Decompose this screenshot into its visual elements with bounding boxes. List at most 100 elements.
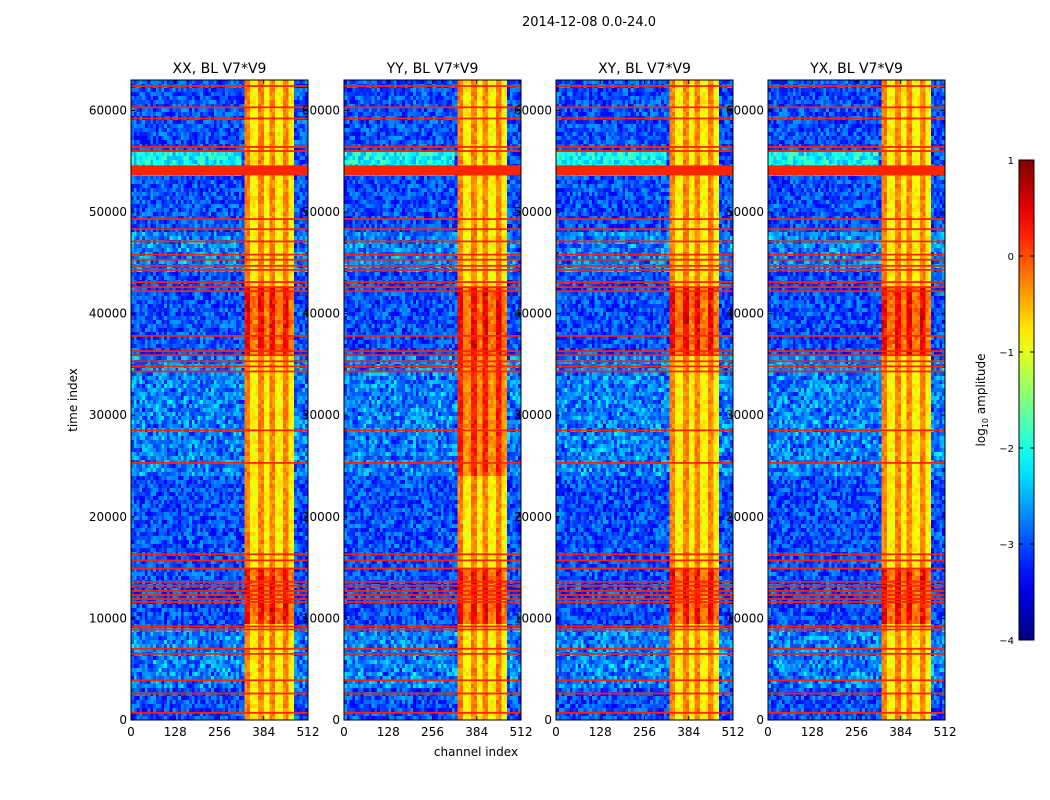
flagged-row [556,589,733,592]
heatmap-image [131,80,308,720]
flagged-row [768,350,945,353]
flagged-row [344,601,521,603]
flagged-row [556,628,733,631]
flagged-row [556,354,733,357]
panel-title: XY, BL V7*V9 [598,61,691,77]
flagged-row [556,106,733,109]
x-tick-label: 0 [340,725,348,739]
flagged-row [131,335,308,337]
flagged-row [131,253,308,256]
panel-title: XX, BL V7*V9 [173,61,267,77]
flagged-row [131,365,308,368]
panel-yx: YX, BL V7*V9 0 128 256 384 512 0 10000 20000 3000… [726,61,957,739]
flagged-row [344,281,521,283]
flagged-row [344,146,521,148]
flagged-row [556,647,733,650]
panel-title: YX, BL V7*V9 [809,61,903,77]
flagged-row [768,598,945,600]
flagged-row [344,652,521,655]
flagged-row [131,647,308,650]
flagged-row [768,150,945,152]
flagged-row [556,253,733,256]
flagged-row [131,692,308,695]
flagged-row [768,594,945,596]
panel-xx: XX, BL V7*V9 0 128 256 384 512 0 10000 20000 3000… [89,61,320,739]
flagged-row [131,370,308,373]
flagged-row [768,601,945,603]
y-tick-label: 50000 [302,205,340,219]
flagged-row [131,594,308,596]
flagged-row [768,647,945,650]
x-tick-label: 512 [934,725,957,739]
figure-suptitle: 2014-12-08 0.0-24.0 [522,15,656,30]
flagged-row [344,692,521,695]
flagged-row [556,652,733,655]
x-tick-label: 0 [764,725,772,739]
flagged-row [131,146,308,148]
flagged-row [344,461,521,464]
y-axis-label: time index [66,368,80,432]
flagged-row [556,429,733,432]
x-axis-label: channel index [434,745,518,759]
flagged-row [344,625,521,628]
flagged-row [556,692,733,695]
heatmap-image [344,80,521,720]
y-tick-label: 50000 [89,205,127,219]
x-tick-label: 512 [722,725,745,739]
y-tick-label: 20000 [514,510,552,524]
flagged-row [768,580,945,583]
flagged-row [344,360,521,363]
flagged-row [768,679,945,682]
flagged-row [768,559,945,562]
flagged-row [131,85,308,87]
flagged-row [131,461,308,464]
flagged-row [131,290,308,293]
flagged-row [556,461,733,464]
x-tick-label: 0 [552,725,560,739]
flagged-row [131,218,308,220]
flagged-row [768,589,945,592]
flagged-row [131,106,308,109]
y-tick-label: 30000 [514,408,552,422]
y-tick-label: 50000 [726,205,764,219]
flagged-row [344,647,521,650]
flagged-row [556,594,733,596]
flagged-row [131,429,308,432]
flagged-row [556,625,733,628]
flagged-row [131,258,308,261]
flagged-row [768,106,945,109]
flagged-row [556,258,733,261]
colorbar-tick-label: −1 [999,348,1014,359]
y-tick-label: 30000 [302,408,340,422]
x-tick-label: 512 [510,725,533,739]
flagged-row [344,365,521,368]
flagged-row [131,584,308,587]
y-tick-label: 20000 [726,510,764,524]
y-tick-label: 0 [756,713,764,727]
x-tick-label: 256 [421,725,444,739]
flagged-row [556,679,733,682]
flagged-row [768,258,945,261]
flagged-row [344,85,521,87]
flagged-row [131,240,308,243]
colorbar-gradient [1018,159,1035,641]
flagged-row [131,281,308,283]
flagged-row [556,85,733,87]
flagged-row [556,601,733,603]
x-tick-label: 384 [677,725,700,739]
x-tick-label: 256 [208,725,231,739]
flagged-row [768,461,945,464]
flagged-row [768,553,945,556]
x-tick-label: 256 [633,725,656,739]
flagged-row [131,580,308,583]
x-tick-label: 512 [297,725,320,739]
flagged-row [344,150,521,152]
flagged-row [556,365,733,368]
flagged-row [768,290,945,293]
flagged-row [344,553,521,556]
flagged-row [556,268,733,271]
y-tick-label: 0 [119,713,127,727]
colorbar-tick-label: −4 [999,636,1014,647]
y-tick-label: 60000 [726,103,764,117]
